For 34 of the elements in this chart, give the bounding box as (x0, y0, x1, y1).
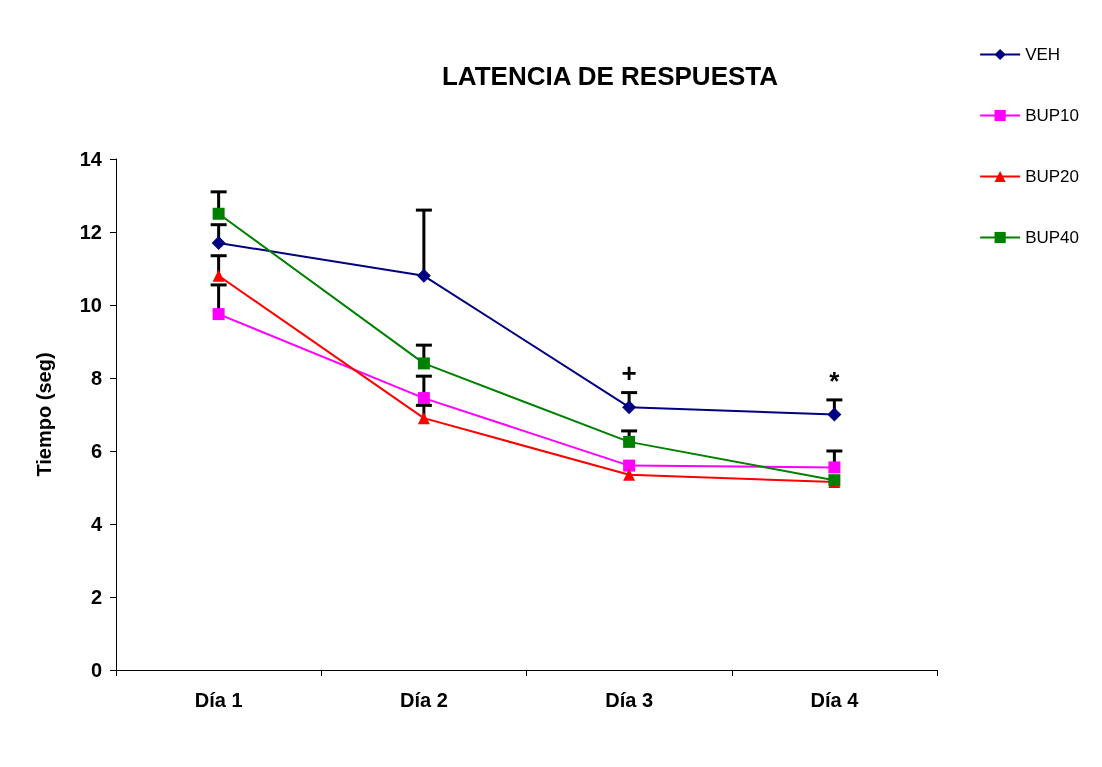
chart-title: LATENCIA DE RESPUESTA (441, 61, 779, 91)
point (417, 392, 430, 405)
point (417, 357, 430, 370)
point (212, 308, 225, 321)
x-tick-label: Día 2 (399, 689, 448, 711)
y-tick-label: 12 (79, 221, 102, 243)
annotation: + (621, 358, 637, 389)
point (623, 459, 636, 472)
point (212, 269, 225, 282)
point (622, 400, 637, 415)
y-tick-label: 2 (90, 586, 102, 608)
point (417, 412, 430, 425)
annotation: * (829, 365, 841, 396)
point (827, 407, 842, 422)
legend-label: VEH (1025, 45, 1061, 64)
point (623, 435, 636, 448)
x-tick-label: Día 1 (194, 689, 243, 711)
x-tick-label: Día 3 (605, 689, 654, 711)
legend-label: BUP40 (1025, 228, 1080, 247)
point (212, 207, 225, 220)
point (828, 461, 841, 474)
y-tick-label: 10 (79, 294, 102, 316)
y-tick-label: 0 (90, 659, 102, 681)
legend-label: BUP10 (1025, 106, 1080, 125)
y-tick-label: 8 (90, 367, 102, 389)
point (416, 268, 431, 283)
y-tick-label: 6 (90, 440, 102, 462)
legend-label: BUP20 (1025, 167, 1080, 186)
point (623, 468, 636, 481)
point (211, 235, 226, 250)
y-tick-label: 14 (79, 148, 103, 170)
y-tick-label: 4 (90, 513, 103, 535)
x-tick-label: Día 4 (810, 689, 860, 711)
y-axis-title: Tiempo (seg) (33, 352, 55, 477)
